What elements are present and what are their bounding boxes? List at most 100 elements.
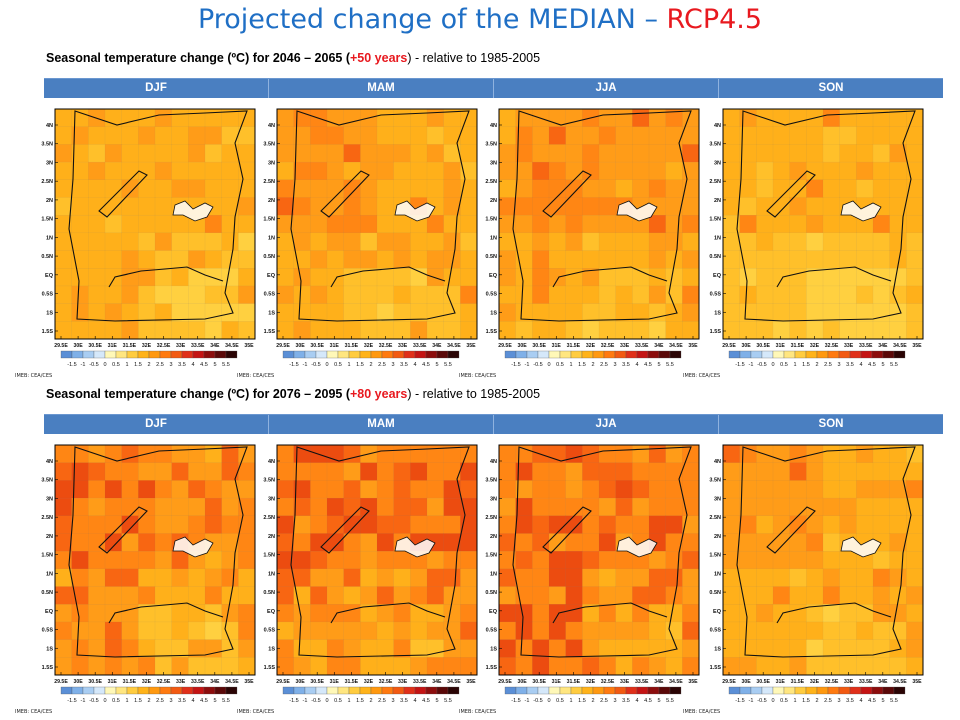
y-tick-label: 1S — [46, 646, 53, 652]
colorbar-swatch — [304, 686, 317, 695]
colorbar-swatch — [548, 686, 561, 695]
colorbar-swatch — [315, 350, 328, 359]
y-tick-label: 1S — [268, 310, 275, 316]
x-tick-label: 31E — [552, 679, 562, 685]
colorbar-swatch — [326, 686, 339, 695]
colorbar-label: 5.5 — [222, 698, 230, 704]
x-tick-label: 33.5E — [413, 679, 427, 685]
colorbar-label: 2 — [369, 362, 372, 368]
colorbar-label: 0.5 — [112, 698, 120, 704]
y-tick-label: 1S — [714, 310, 721, 316]
colorbar-label: 2 — [147, 698, 150, 704]
colorbar-label: 5 — [213, 698, 216, 704]
y-tick-label: 4N — [46, 123, 53, 129]
colorbar-swatch — [403, 350, 416, 359]
x-tick-label: 35E — [466, 679, 476, 685]
colorbar-swatch — [170, 686, 183, 695]
x-tick-label: 34E — [654, 343, 664, 349]
colorbar-swatch — [761, 686, 774, 695]
colorbar-label: 2.5 — [824, 362, 832, 368]
y-tick-label: 4N — [268, 459, 275, 465]
colorbar-label: -0.5 — [757, 362, 766, 368]
x-tick-label: 34E — [432, 679, 442, 685]
colorbar-label: 0 — [771, 362, 774, 368]
colorbar-swatch — [658, 686, 671, 695]
colorbar-swatch — [71, 686, 84, 695]
colorbar-label: -0.5 — [89, 698, 98, 704]
x-tick-label: 31E — [776, 679, 786, 685]
colorbar-label: 3.5 — [846, 362, 854, 368]
colorbar-label: 0 — [325, 362, 328, 368]
x-tick-label: 35E — [912, 343, 922, 349]
y-tick-label: 2.5N — [41, 179, 53, 185]
colorbar-label: 5 — [435, 698, 438, 704]
x-tick-label: 33E — [398, 679, 408, 685]
colorbar-swatch — [739, 350, 752, 359]
colorbar-swatch — [225, 686, 238, 695]
y-tick-label: 2.5N — [485, 179, 497, 185]
colorbar-label: -1.5 — [511, 698, 520, 704]
colorbar-swatch — [871, 686, 884, 695]
colorbar-label: 0.5 — [334, 698, 342, 704]
y-tick-label: 2N — [490, 198, 497, 204]
x-tick-label: 31E — [108, 343, 118, 349]
x-tick-label: 30.5E — [532, 679, 546, 685]
colorbar-swatch — [893, 686, 906, 695]
colorbar-swatch — [348, 686, 361, 695]
x-tick-label: 33.5E — [413, 343, 427, 349]
colorbar-swatch — [849, 350, 862, 359]
colorbar-swatch — [403, 686, 416, 695]
x-tick-label: 32E — [586, 343, 596, 349]
y-tick-label: EQ — [489, 609, 498, 615]
y-tick-label: 2N — [714, 534, 721, 540]
colorbar-label: 1 — [793, 698, 796, 704]
colorbar-label: 0.5 — [780, 698, 788, 704]
y-tick-label: 4N — [714, 123, 721, 129]
colorbar-swatch — [181, 686, 194, 695]
colorbar-swatch — [515, 686, 528, 695]
y-tick-label: 1.5S — [486, 665, 498, 671]
season-header-djf: DJF — [145, 418, 167, 430]
colorbar-label: 3 — [837, 362, 840, 368]
colorbar-label: 0 — [103, 362, 106, 368]
colorbar-label: 3 — [391, 698, 394, 704]
y-tick-label: 1.5S — [264, 329, 276, 335]
colorbar-swatch — [728, 350, 741, 359]
y-tick-label: 3.5N — [709, 478, 721, 484]
row1-subtitle-prefix: Seasonal temperature change (ºC) for 204… — [46, 51, 350, 65]
colorbar-swatch — [537, 350, 550, 359]
y-tick-label: 0.5S — [264, 628, 276, 634]
x-tick-label: 32E — [364, 679, 374, 685]
temperature-map: 4N 3.5N 3N 2.5N 2N 1.5N 1N 0.5N EQ 0.5S 1S 1.5S 29.5… — [41, 108, 256, 349]
colorbar-swatch — [816, 686, 829, 695]
colorbar-label: 1.5 — [356, 362, 364, 368]
y-tick-label: 1.5N — [41, 217, 53, 223]
colorbar-swatch — [559, 350, 572, 359]
colorbar-swatch — [526, 350, 539, 359]
colorbar-swatch — [537, 686, 550, 695]
colorbar-label: -1 — [749, 698, 754, 704]
colorbar-swatch — [526, 686, 539, 695]
colorbar-swatch — [192, 686, 205, 695]
colorbar-swatch — [761, 350, 774, 359]
colorbar-label: 3 — [169, 698, 172, 704]
colorbar-label: -1.5 — [289, 698, 298, 704]
x-tick-label: 31E — [330, 679, 340, 685]
y-tick-label: 1N — [714, 235, 721, 241]
map-panel-djf-2076: 4N 3.5N 3N 2.5N 2N 1.5N 1N 0.5N EQ 0.5S 1S 1.5S 29.5… — [37, 439, 263, 701]
colorbar-swatch — [148, 686, 161, 695]
colorbar-label: 0.5 — [780, 362, 788, 368]
map-panel-mam-2046: 4N 3.5N 3N 2.5N 2N 1.5N 1N 0.5N EQ 0.5S 1S 1.5S 29.5… — [259, 103, 485, 365]
x-tick-label: 33.5E — [635, 679, 649, 685]
colorbar-label: 5 — [657, 698, 660, 704]
colorbar-swatch — [882, 350, 895, 359]
y-tick-label: 1N — [268, 571, 275, 577]
x-tick-label: 34.5E — [225, 679, 239, 685]
colorbar-label: 4 — [859, 362, 862, 368]
y-tick-label: 1N — [46, 571, 53, 577]
y-tick-label: 0.5N — [41, 590, 53, 596]
colorbar-label: 2 — [591, 698, 594, 704]
colorbar-swatch — [871, 350, 884, 359]
credit-text: IMEB: CEA/CES — [15, 709, 53, 715]
colorbar-swatch — [104, 686, 117, 695]
